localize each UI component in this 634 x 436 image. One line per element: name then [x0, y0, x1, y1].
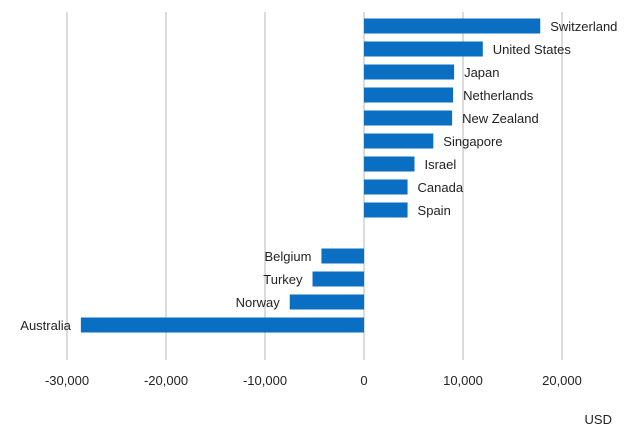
bar-label: United States [493, 42, 572, 57]
bar [312, 271, 364, 287]
bar-label: Australia [20, 318, 71, 333]
bar-labels-group: Switzerland United States Japan Netherlands… [20, 19, 617, 333]
bar-label: Spain [418, 203, 451, 218]
bar [364, 87, 454, 103]
bar [364, 64, 455, 80]
bar [364, 156, 415, 172]
bar [364, 179, 408, 195]
bar [289, 294, 364, 310]
x-axis-unit-label: USD [585, 412, 612, 427]
bar-label: Switzerland [550, 19, 617, 34]
x-tick-label: 0 [360, 373, 367, 388]
x-tick-labels-group: -30,000 -20,000 -10,000 0 10,000 20,000 [45, 373, 582, 388]
bar [364, 202, 408, 218]
x-tick-label: -30,000 [45, 373, 89, 388]
bars-group [80, 18, 541, 333]
bar-label: Turkey [263, 272, 303, 287]
x-tick-label: -20,000 [144, 373, 188, 388]
bar-label: New Zealand [462, 111, 539, 126]
bar-label: Norway [236, 295, 281, 310]
x-tick-label: 10,000 [443, 373, 483, 388]
bar [321, 248, 364, 264]
x-tick-label: -10,000 [243, 373, 287, 388]
x-tick-label: 20,000 [542, 373, 582, 388]
bar-label: Netherlands [463, 88, 534, 103]
bar [364, 110, 453, 126]
bar [364, 41, 483, 57]
bar [364, 133, 434, 149]
bar-label: Belgium [264, 249, 311, 264]
bar-label: Canada [418, 180, 464, 195]
bar-label: Singapore [443, 134, 502, 149]
bar-label: Japan [464, 65, 499, 80]
bar-label: Israel [424, 157, 456, 172]
bar [80, 317, 365, 333]
bar [364, 18, 541, 34]
